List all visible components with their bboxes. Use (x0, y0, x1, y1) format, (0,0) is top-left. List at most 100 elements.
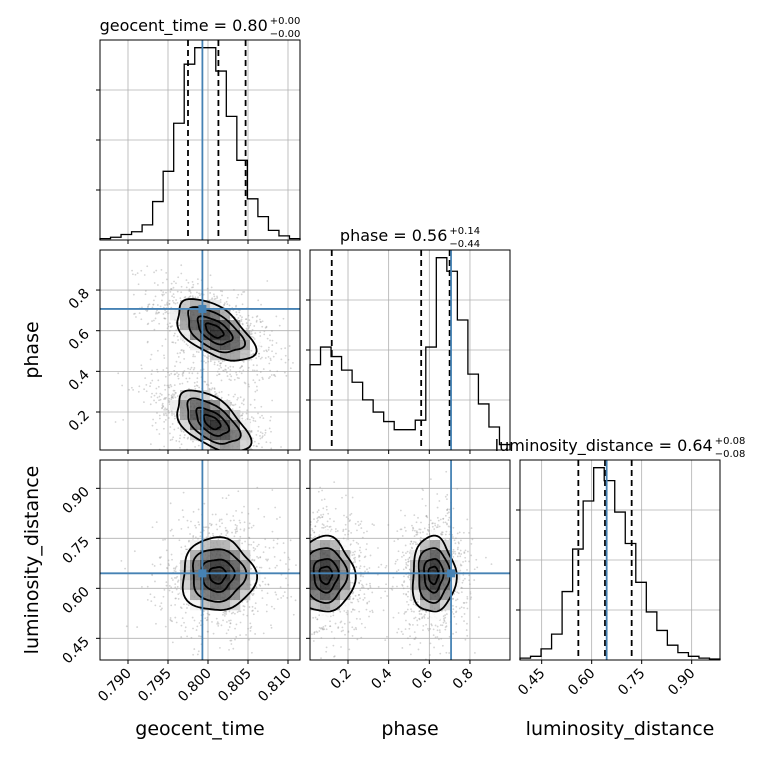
scatter-point (192, 296, 194, 299)
scatter-point (171, 395, 174, 398)
scatter-point (286, 597, 289, 599)
scatter-point (436, 493, 439, 495)
scatter-point (167, 325, 170, 328)
density-cell (210, 330, 221, 341)
scatter-point (257, 557, 260, 559)
scatter-point (311, 529, 314, 532)
scatter-point (194, 454, 196, 456)
scatter-point (169, 290, 172, 293)
density-cell (220, 330, 231, 341)
scatter-point (269, 419, 272, 422)
scatter-point (436, 516, 439, 519)
scatter-point (282, 593, 284, 595)
scatter-point (183, 351, 185, 354)
scatter-point (407, 575, 409, 578)
scatter-point (241, 303, 244, 306)
scatter-point (219, 362, 222, 365)
scatter-point (230, 401, 232, 404)
scatter-point (175, 565, 178, 568)
scatter-point (151, 563, 154, 566)
scatter-point (249, 629, 252, 632)
scatter-point (337, 626, 340, 629)
density-cell (200, 390, 211, 401)
scatter-point (471, 538, 474, 541)
scatter-point (251, 437, 254, 440)
scatter-point (146, 340, 149, 343)
density-cell (190, 560, 201, 571)
scatter-point (354, 594, 357, 597)
scatter-point (165, 278, 168, 281)
scatter-point (413, 540, 415, 543)
scatter-point (222, 369, 225, 372)
scatter-point (380, 563, 383, 566)
scatter-point (158, 311, 160, 314)
scatter-point (354, 561, 357, 563)
scatter-point (407, 637, 409, 640)
scatter-point (177, 377, 180, 380)
scatter-point (404, 628, 407, 631)
scatter-point (302, 540, 304, 542)
scatter-point (219, 518, 221, 521)
scatter-point (173, 296, 175, 299)
scatter-point (294, 568, 296, 570)
scatter-point (403, 526, 406, 529)
scatter-point (241, 450, 243, 452)
scatter-point (124, 567, 126, 570)
scatter-point (316, 517, 319, 520)
scatter-point (171, 423, 174, 425)
scatter-point (204, 380, 207, 383)
scatter-point (183, 436, 186, 439)
scatter-point (359, 546, 362, 549)
scatter-point (225, 513, 228, 516)
scatter-point (350, 512, 353, 515)
scatter-point (242, 620, 244, 622)
scatter-point (462, 602, 465, 604)
scatter-point (305, 549, 307, 551)
scatter-point (164, 398, 167, 400)
scatter-point (437, 519, 440, 522)
scatter-point (155, 521, 158, 524)
scatter-point (150, 373, 153, 376)
scatter-point (278, 324, 281, 327)
scatter-point (180, 272, 183, 275)
scatter-point (348, 684, 350, 686)
scatter-point (147, 305, 150, 308)
density-cell (230, 340, 241, 351)
scatter-point (363, 531, 365, 534)
scatter-point (173, 389, 176, 392)
scatter-point (427, 629, 430, 632)
scatter-point (259, 584, 262, 587)
scatter-point (206, 618, 209, 621)
scatter-point (361, 536, 364, 539)
scatter-point (182, 372, 185, 375)
scatter-point (226, 303, 229, 306)
density-cell (180, 400, 191, 411)
scatter-point (235, 454, 237, 456)
scatter-point (195, 350, 198, 353)
scatter-point (466, 518, 469, 521)
scatter-point (272, 374, 275, 376)
scatter-point (192, 353, 195, 356)
scatter-point (280, 502, 282, 504)
scatter-point (456, 598, 459, 601)
scatter-point (163, 414, 165, 417)
scatter-point (307, 578, 309, 580)
scatter-point (157, 385, 160, 388)
scatter-point (243, 451, 245, 453)
scatter-point (235, 526, 238, 529)
scatter-point (419, 536, 422, 539)
scatter-point (173, 413, 175, 415)
scatter-point (153, 596, 156, 599)
scatter-point (171, 396, 174, 399)
scatter-point (193, 450, 195, 452)
scatter-point (180, 291, 183, 294)
scatter-point (377, 585, 380, 588)
scatter-point (149, 385, 151, 388)
scatter-point (186, 437, 189, 440)
scatter-point (165, 271, 168, 274)
scatter-point (460, 564, 463, 567)
scatter-point (194, 355, 196, 358)
scatter-point (454, 550, 456, 553)
density-cell (190, 310, 201, 321)
scatter-point (226, 297, 229, 299)
